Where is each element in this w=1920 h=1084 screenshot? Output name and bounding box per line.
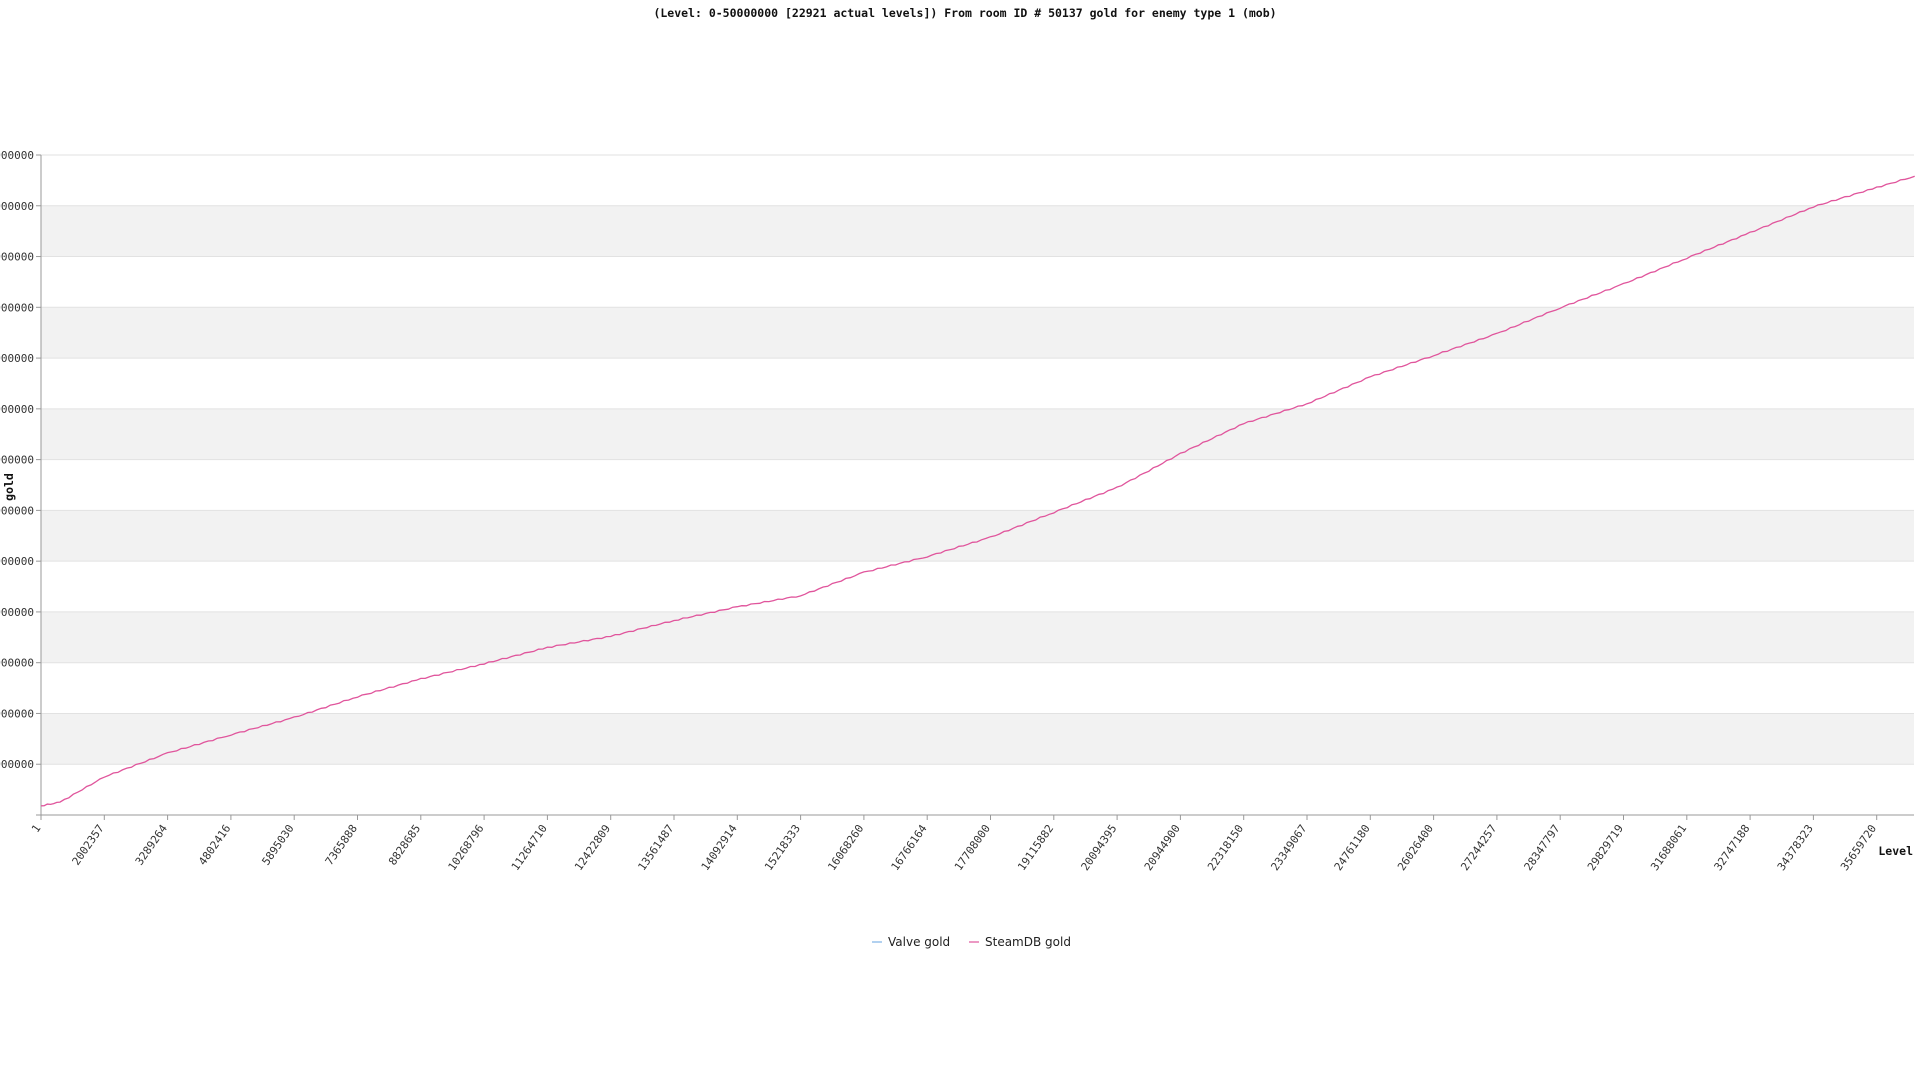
x-tick-label: 10268796 (446, 822, 487, 873)
x-tick-label: 19115882 (1015, 822, 1056, 873)
x-tick-label: 28347797 (1522, 822, 1563, 873)
x-tick-label: 12422809 (572, 822, 613, 873)
x-tick-label: 14092914 (699, 822, 740, 873)
x-tick-label: 22318150 (1205, 822, 1246, 873)
y-tick-label: 000000 (0, 504, 34, 517)
axes (40, 155, 1914, 816)
y-tick-label: 000000 (0, 352, 34, 365)
y-tick-label: 000000 (0, 758, 34, 771)
y-tick-label: 000000 (0, 454, 34, 467)
x-tick-label: 29829719 (1585, 822, 1626, 873)
y-axis-label: gold (2, 473, 16, 501)
y-tick-label: 000000 (0, 301, 34, 314)
x-tick-label: 4802416 (196, 822, 233, 867)
x-tick-label: 5895030 (259, 822, 296, 867)
y-tick-label: 000000 (0, 657, 34, 670)
x-tick-label: 3289264 (133, 822, 170, 868)
y-tick-label: 000000 (0, 555, 34, 568)
grid-bands (41, 205, 1914, 765)
x-tick-label: 15218333 (762, 822, 803, 873)
grid-band (41, 205, 1914, 257)
x-tick-label: 34378323 (1775, 822, 1816, 873)
grid-band (41, 307, 1914, 359)
y-axis-ticks: 00000 0 0000 00 000 000 00 0000 0 00000 00000 0 0000… (0, 149, 41, 816)
x-tick-label: 11264710 (509, 822, 550, 873)
chart-title: (Level: 0-50000000 [22921 actual levels]… (653, 6, 1276, 20)
legend-label-valve-gold: Valve gold (888, 935, 950, 949)
x-tick-label: 13561487 (635, 822, 676, 873)
legend: Valve gold SteamDB gold (872, 935, 1071, 949)
grid-band (41, 510, 1914, 562)
x-tick-label: 1 (29, 822, 43, 835)
x-tick-label: 27244257 (1458, 822, 1499, 873)
x-tick-label: 26026400 (1395, 822, 1436, 873)
x-tick-label: 17708000 (952, 822, 993, 873)
y-tick-label: 000000 (0, 149, 34, 162)
y-tick-label: 000000 (0, 403, 34, 416)
x-tick-label: 32747188 (1712, 822, 1753, 873)
grid-band (41, 408, 1914, 460)
legend-label-steamdb-gold: SteamDB gold (985, 935, 1071, 949)
y-tick-label: 000000 (0, 606, 34, 619)
x-tick-label: 35659720 (1838, 822, 1879, 873)
x-tick-label: 16068260 (825, 822, 866, 873)
x-tick-label: 23349067 (1268, 822, 1309, 873)
y-tick-label: 000000 (0, 251, 34, 264)
y-tick-label: 000000 (0, 707, 34, 720)
x-tick-label: 16766164 (889, 822, 930, 873)
x-tick-label: 7365888 (323, 822, 360, 867)
x-axis-ticks: 1 2002357 3289264 4802416 5895030 7365888 8828… (29, 815, 1879, 873)
series-line-steamdb-gold (40, 175, 1915, 807)
x-tick-label: 8828685 (386, 822, 423, 867)
grid-lines (41, 154, 1914, 765)
x-tick-label: 2002357 (70, 822, 107, 867)
x-tick-label: 20944900 (1142, 822, 1183, 873)
x-axis-label: Level (1878, 844, 1913, 858)
grid-band (41, 713, 1914, 765)
x-tick-label: 20094395 (1079, 822, 1120, 873)
x-tick-label: 24761180 (1332, 822, 1373, 873)
y-tick-label: 000000 (0, 200, 34, 213)
series-lines (40, 175, 1915, 807)
x-tick-label: 31688061 (1648, 822, 1689, 873)
grid-band (41, 611, 1914, 663)
